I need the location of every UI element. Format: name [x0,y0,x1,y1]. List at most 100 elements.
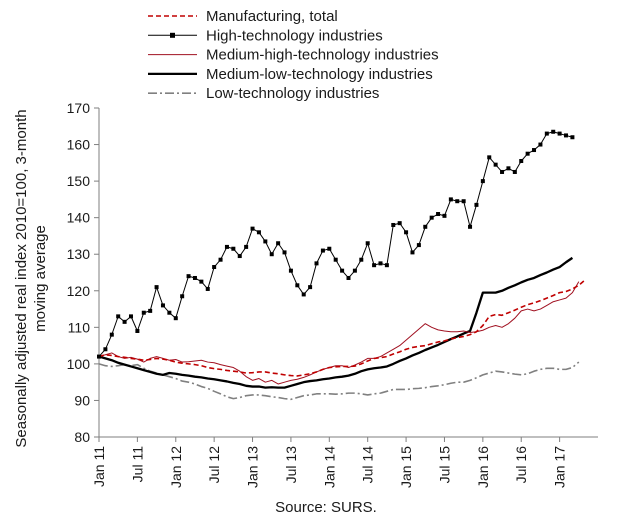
series-1-point [551,129,556,134]
y-tick-label: 130 [67,246,91,262]
series-1-point [186,274,191,279]
series-1-point [391,222,396,227]
x-tick-label: Jan 16 [475,446,491,488]
series-1-point [180,294,185,299]
legend-label-3: Medium-low-technology industries [206,66,433,83]
series-1-point [160,303,165,308]
legend-label-1: High-technology industries [206,27,383,44]
series-1-point [429,215,434,220]
y-tick-label: 100 [67,356,91,372]
series-1-point [474,202,479,207]
series-1-point [544,131,549,136]
series-1-point [205,286,210,291]
series-1-point [224,244,229,249]
series-line-3 [98,256,574,389]
y-tick-label: 150 [67,173,91,189]
series-1-point [263,239,268,244]
series-line-0 [98,279,586,377]
y-tick-label: 140 [67,210,91,226]
series-1-point [461,199,466,204]
y-axis-label-line: Seasonally adjusted real index 2010=100,… [13,109,30,447]
series-1-point [359,257,364,262]
series-1-point [525,151,530,156]
series-1-point [512,169,517,174]
series-1-point [333,257,338,262]
series-1-point [410,250,415,255]
series-1-point [346,275,351,280]
series-1-point [570,135,575,140]
x-tick-label: Jan 14 [321,446,337,488]
legend-label-0: Manufacturing, total [206,8,338,25]
series-1-point [167,310,172,315]
series-1-point [173,316,178,321]
series-1-point [128,314,133,319]
y-tick-label: 90 [74,392,90,408]
x-tick-label: Jan 12 [168,446,184,488]
y-axis-label-line: moving average [32,225,49,332]
legend-label-2: Medium-high-technology industries [206,47,439,64]
x-axis: Jan 11 Jul 11 Jan 12 Jul 12 Jan 13 Jul 13 Jan … [91,436,598,488]
series-1-point [493,162,498,167]
series-1-point [192,275,197,280]
x-tick-label: Jul 12 [206,446,222,484]
series-1-point [327,246,332,251]
series-1-point [237,254,242,259]
x-tick-label: Jul 16 [513,446,529,484]
plot-area [97,129,586,401]
series-1-point [218,257,223,262]
series-1-point [532,148,537,153]
series-1-point [378,261,383,266]
series-1-point [442,213,447,218]
y-tick-label: 160 [67,137,91,153]
series-1-point [436,212,441,217]
series-line-4 [98,361,580,401]
series-1-point [320,248,325,253]
series-1-point [250,226,255,231]
x-tick-label: Jul 11 [129,446,145,483]
series-1-point [199,279,204,284]
series-1-point [97,354,101,359]
series-1-point [506,166,511,171]
series-1-point [244,244,249,249]
series-1-point [455,199,460,204]
series-1-point [397,221,402,226]
legend: Manufacturing, total High-technology indu… [148,8,439,102]
x-tick-label: Jul 14 [360,446,376,484]
series-1-point [519,159,524,164]
series-1-point [352,268,357,273]
series-1-point [122,319,127,324]
series-1-point [282,250,287,255]
series-line-2 [98,281,580,385]
series-1-point [288,268,293,273]
series-1-point [212,265,217,270]
legend-marker [170,32,175,38]
series-1-point [256,230,261,235]
series-1-point [135,328,140,333]
y-axis: 80 90 100 110 120 130 140 150 160 170 [67,100,100,445]
x-tick-label: Jul 15 [436,446,452,484]
series-1-point [416,243,421,248]
series-1-point [404,230,409,235]
series-1-point [448,197,453,202]
y-tick-label: 170 [67,100,91,116]
series-1-point [109,332,114,337]
x-tick-label: Jul 13 [283,446,299,484]
series-1-point [557,131,562,136]
y-axis-label: Seasonally adjusted real index 2010=100,… [13,109,49,447]
series-1-point [308,285,313,290]
series-1-point [231,246,236,251]
y-tick-label: 110 [68,319,91,335]
series-1-point [468,224,473,229]
y-tick-label: 120 [67,283,91,299]
series-1-point [103,347,108,352]
series-1-point [372,263,377,268]
series-1-point [116,314,121,319]
source-note: Source: SURS. [275,499,377,516]
series-1-point [276,241,281,246]
series-1-point [423,224,428,229]
series-1-point [480,179,485,184]
series-line-1 [98,131,573,357]
series-1-point [487,155,492,160]
series-1-point [269,252,274,257]
series-1-point [500,169,505,174]
